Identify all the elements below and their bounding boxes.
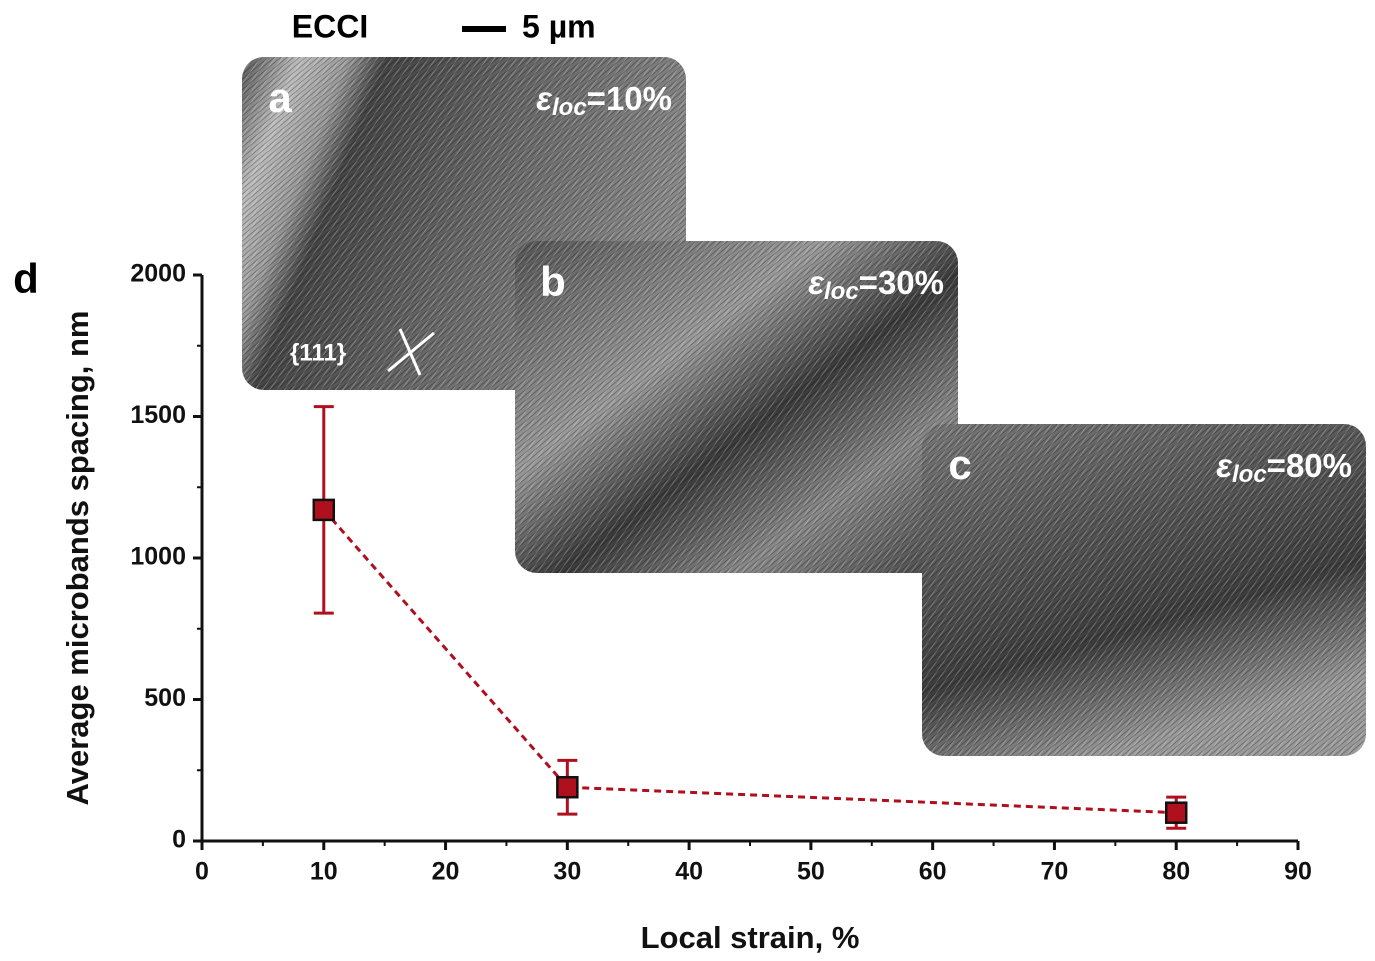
x-tick-label: 40 [675,858,703,886]
marker [1166,803,1186,823]
strain-value: =10% [587,80,672,117]
panel-label: d [13,255,39,302]
strain-subscript: loc [824,278,859,305]
y-tick-label: 2000 [130,260,186,288]
inset-image: b εloc=30% [515,241,958,573]
plane-label: {111} [290,339,346,366]
technique-label: ECCI [292,8,368,44]
y-axis-title: Average microbands spacing, nm [60,310,95,805]
y-tick-label: 1000 [130,543,186,571]
strain-symbol: ε [808,264,825,301]
strain-value: =30% [859,264,944,301]
strain-symbol: ε [536,80,553,117]
x-tick-label: 10 [310,858,338,886]
x-tick-label: 50 [797,858,825,886]
y-tick-label: 500 [144,684,186,712]
strain-value: =80% [1267,447,1352,484]
x-axis-title: Local strain, % [641,920,860,955]
inset-letter: a [268,74,292,121]
strain-symbol: ε [1216,447,1233,484]
x-tick-label: 90 [1284,858,1312,886]
inset-image: c εloc=80% [922,424,1366,756]
y-tick-label: 1500 [130,401,186,429]
strain-subscript: loc [552,94,587,121]
x-tick-label: 30 [553,858,581,886]
scale-bar-label: 5 µm [522,8,596,44]
marker [557,777,577,797]
y-tick-label: 0 [172,826,186,854]
x-tick-label: 70 [1041,858,1069,886]
inset-letter: b [540,258,566,305]
figure: ECCI 5 µm d 0 10 20 30 40 50 60 70 80 90 0 500 1000 1… [0,0,1375,961]
marker [314,500,334,520]
strain-subscript: loc [1232,461,1267,488]
x-tick-label: 80 [1162,858,1190,886]
inset-letter: c [948,441,971,488]
x-tick-label: 60 [919,858,947,886]
x-tick-label: 0 [195,858,209,886]
x-tick-label: 20 [432,858,460,886]
